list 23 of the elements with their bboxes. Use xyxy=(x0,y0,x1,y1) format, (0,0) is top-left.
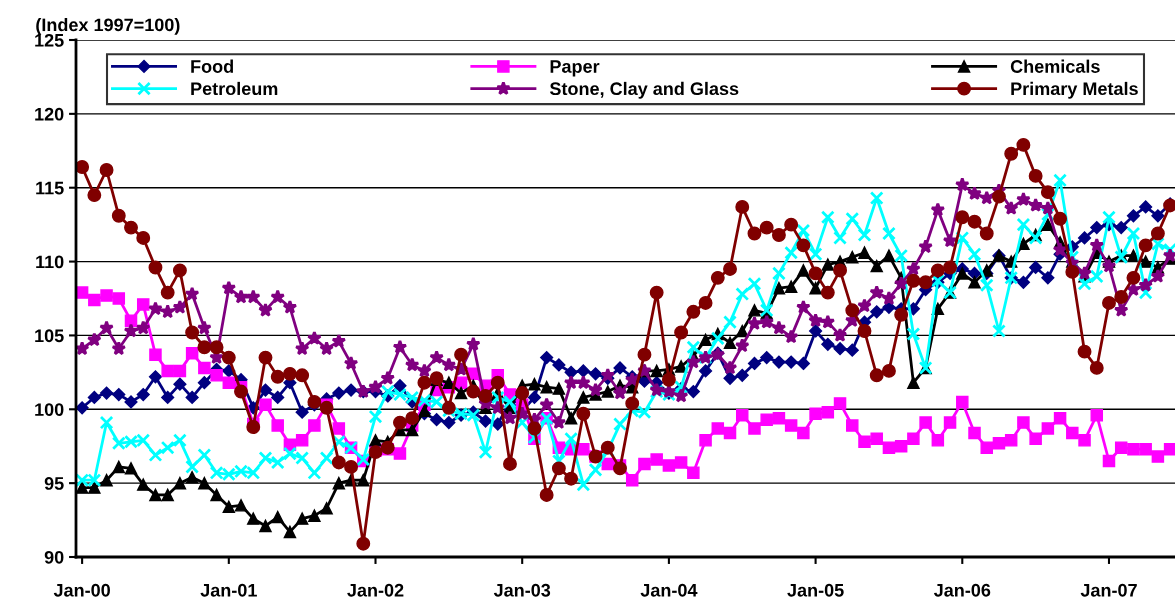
legend-label: Food xyxy=(191,59,233,73)
x-tick-label: Jan-07 xyxy=(1080,583,1137,597)
y-tick-label: 90 xyxy=(44,550,64,564)
y-axis-title: (Index 1997=100) xyxy=(36,18,180,35)
x-tick-label: Jan-06 xyxy=(933,583,991,597)
x-tick-label: Jan-02 xyxy=(347,583,404,597)
y-tick-label: 100 xyxy=(35,403,64,417)
x-tick-label: Jan-05 xyxy=(787,583,844,597)
x-tick-label: Jan-04 xyxy=(640,583,698,597)
legend-label: Paper xyxy=(550,60,600,77)
legend-label: Primary Metals xyxy=(1011,81,1138,99)
legend-label: Petroleum xyxy=(191,81,278,96)
x-tick-label: Jan-03 xyxy=(493,583,551,597)
legend-label: Chemicals xyxy=(1010,59,1100,73)
legend-label: Stone, Clay and Glass xyxy=(549,81,739,99)
y-tick-label: 95 xyxy=(44,477,64,490)
y-tick-label: 105 xyxy=(35,329,64,343)
y-tick-label: 125 xyxy=(35,33,64,47)
y-tick-label: 110 xyxy=(36,255,64,269)
x-tick-label: Jan-00 xyxy=(53,583,110,597)
y-tick-label: 115 xyxy=(36,181,64,195)
x-tick-label: Jan-01 xyxy=(200,583,257,597)
y-tick-label: 120 xyxy=(35,107,64,121)
